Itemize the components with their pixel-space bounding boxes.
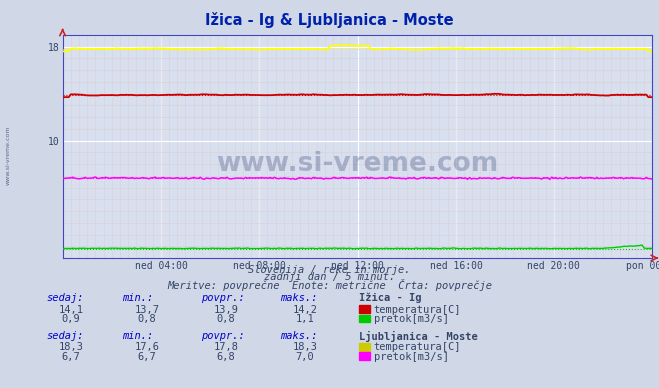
Text: 1,1: 1,1 xyxy=(296,314,314,324)
Text: maks.:: maks.: xyxy=(280,293,318,303)
Text: sedaj:: sedaj: xyxy=(46,331,84,341)
Text: 6,7: 6,7 xyxy=(62,352,80,362)
Text: pretok[m3/s]: pretok[m3/s] xyxy=(374,314,449,324)
Text: 17,6: 17,6 xyxy=(134,342,159,352)
Text: 14,1: 14,1 xyxy=(59,305,84,315)
Text: 0,9: 0,9 xyxy=(62,314,80,324)
Text: www.si-vreme.com: www.si-vreme.com xyxy=(6,125,11,185)
Text: min.:: min.: xyxy=(122,293,153,303)
Text: 7,0: 7,0 xyxy=(296,352,314,362)
Text: 18,3: 18,3 xyxy=(59,342,84,352)
Text: zadnji dan / 5 minut.: zadnji dan / 5 minut. xyxy=(264,272,395,282)
Text: 14,2: 14,2 xyxy=(293,305,318,315)
Text: 18,3: 18,3 xyxy=(293,342,318,352)
Text: 13,9: 13,9 xyxy=(214,305,239,315)
Text: pretok[m3/s]: pretok[m3/s] xyxy=(374,352,449,362)
Text: Meritve: povprečne  Enote: metrične  Črta: povprečje: Meritve: povprečne Enote: metrične Črta:… xyxy=(167,279,492,291)
Text: sedaj:: sedaj: xyxy=(46,293,84,303)
Text: Ižica - Ig: Ižica - Ig xyxy=(359,293,422,303)
Text: min.:: min.: xyxy=(122,331,153,341)
Text: povpr.:: povpr.: xyxy=(201,331,244,341)
Text: Ljubljanica - Moste: Ljubljanica - Moste xyxy=(359,331,478,341)
Text: maks.:: maks.: xyxy=(280,331,318,341)
Text: Slovenija / reke in morje.: Slovenija / reke in morje. xyxy=(248,265,411,275)
Text: 6,7: 6,7 xyxy=(138,352,156,362)
Text: 6,8: 6,8 xyxy=(217,352,235,362)
Text: 13,7: 13,7 xyxy=(134,305,159,315)
Text: 0,8: 0,8 xyxy=(138,314,156,324)
Text: www.si-vreme.com: www.si-vreme.com xyxy=(216,151,499,177)
Text: Ižica - Ig & Ljubljanica - Moste: Ižica - Ig & Ljubljanica - Moste xyxy=(205,12,454,28)
Text: temperatura[C]: temperatura[C] xyxy=(374,342,461,352)
Text: 17,8: 17,8 xyxy=(214,342,239,352)
Text: povpr.:: povpr.: xyxy=(201,293,244,303)
Text: temperatura[C]: temperatura[C] xyxy=(374,305,461,315)
Text: 0,8: 0,8 xyxy=(217,314,235,324)
